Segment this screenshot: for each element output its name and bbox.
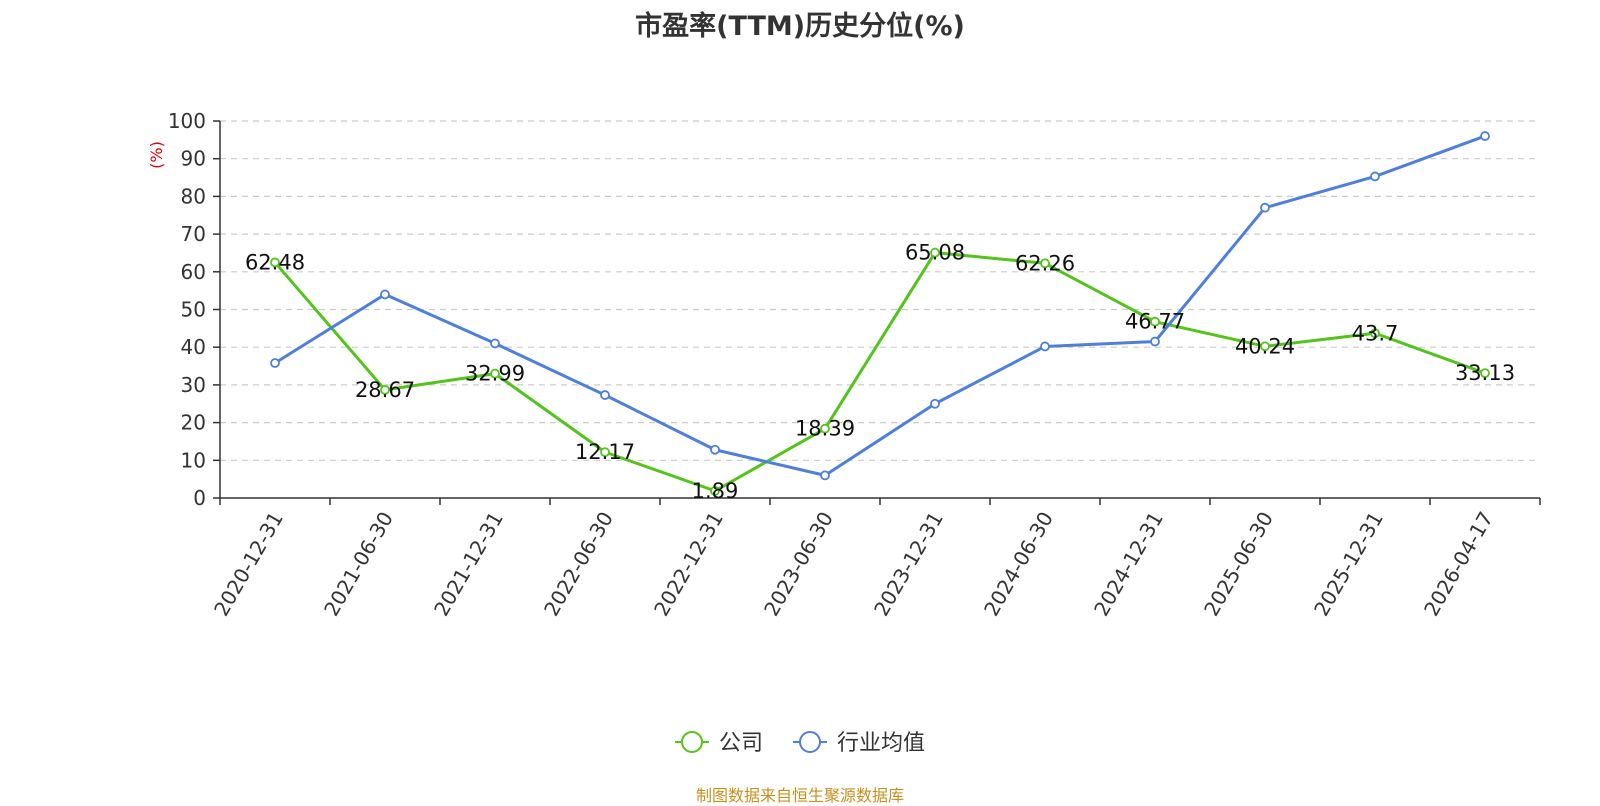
x-tick-label: 2022-12-31: [649, 508, 728, 621]
data-point[interactable]: [1040, 258, 1050, 269]
legend[interactable]: 公司 行业均值: [675, 731, 925, 756]
x-tick-label: 2022-06-30: [539, 508, 618, 621]
data-point[interactable]: [820, 423, 830, 434]
y-tick-label: 60: [181, 260, 206, 284]
legend-label: 行业均值: [837, 731, 925, 756]
data-point[interactable]: [930, 247, 940, 258]
data-label: 65.08: [905, 241, 965, 265]
data-point[interactable]: [1260, 341, 1270, 352]
y-tick-label: 50: [181, 298, 206, 322]
data-point[interactable]: [1480, 368, 1490, 378]
legend-swatch-marker: [799, 731, 821, 753]
data-point[interactable]: [1370, 328, 1380, 339]
y-tick-label: 70: [181, 222, 206, 246]
y-tick-label: 40: [181, 335, 206, 359]
data-point[interactable]: [600, 447, 610, 458]
data-point[interactable]: [930, 398, 940, 409]
x-tick-label: 2025-12-31: [1309, 508, 1388, 621]
x-tick-label: 2021-06-30: [319, 508, 398, 621]
y-tick-label: 0: [193, 486, 206, 510]
data-point[interactable]: [490, 368, 500, 379]
data-point[interactable]: [1150, 336, 1160, 347]
legend-item-1[interactable]: 公司: [675, 731, 763, 756]
data-label: 40.24: [1235, 334, 1295, 358]
data-label: 43.7: [1352, 321, 1399, 345]
series-layer: [270, 131, 1490, 496]
data-point[interactable]: [710, 444, 720, 455]
y-tick-label: 30: [181, 373, 206, 397]
x-tick-label: 2026-04-17: [1419, 508, 1498, 621]
y-tick-label: 80: [181, 184, 206, 208]
data-label: 62.48: [245, 250, 305, 274]
data-point[interactable]: [1370, 171, 1380, 182]
y-axis-label: (%): [147, 141, 166, 169]
data-point[interactable]: [270, 358, 280, 368]
chart-title: 市盈率(TTM)历史分位(%): [635, 11, 965, 42]
data-labels: 62.48 28.67 32.99 12.17 1.89 18.39 65.08 62.26 4…: [245, 241, 1515, 503]
data-label: 46.77: [1125, 310, 1185, 334]
source-note: 制图数据来自恒生聚源数据库: [695, 786, 904, 805]
data-label: 28.67: [355, 378, 415, 402]
y-tick-label: 10: [181, 448, 206, 472]
data-point[interactable]: [1480, 131, 1490, 141]
legend-label: 公司: [719, 731, 763, 756]
data-label: 12.17: [575, 440, 635, 464]
data-point[interactable]: [1150, 316, 1160, 327]
y-tick-label: 100: [168, 109, 206, 133]
data-point[interactable]: [1260, 202, 1270, 213]
data-point[interactable]: [380, 385, 390, 395]
data-label: 33.13: [1455, 361, 1515, 385]
data-point[interactable]: [710, 485, 720, 496]
data-point[interactable]: [820, 470, 830, 481]
legend-swatch-marker: [681, 731, 703, 753]
data-label: 32.99: [465, 362, 525, 386]
y-tick-label: 20: [181, 411, 206, 435]
x-tick-label: 2024-12-31: [1089, 508, 1168, 621]
x-tick-label: 2023-12-31: [869, 508, 948, 621]
x-tick-label: 2025-06-30: [1199, 508, 1278, 621]
y-tick-label: 90: [181, 147, 206, 171]
data-point[interactable]: [600, 390, 610, 400]
x-tick-label: 2024-06-30: [979, 508, 1058, 621]
legend-item-2[interactable]: 行业均值: [793, 731, 925, 756]
data-label: 62.26: [1015, 251, 1075, 275]
data-point[interactable]: [490, 338, 500, 349]
data-point[interactable]: [1040, 341, 1050, 352]
series-line-2: [274, 134, 1486, 477]
grid-lines: [220, 120, 1540, 461]
data-label: 1.89: [692, 479, 739, 503]
series-line-1: [273, 251, 1486, 493]
axes: 0 10 20 30 40 50 60 70 80 90 100 2020-12-31 2021-06-…: [168, 109, 1541, 621]
data-label: 18.39: [795, 417, 855, 441]
x-tick-label: 2021-12-31: [429, 508, 508, 621]
data-point[interactable]: [270, 257, 280, 268]
data-point[interactable]: [380, 289, 390, 300]
x-tick-label: 2020-12-31: [209, 508, 288, 621]
x-tick-label: 2023-06-30: [759, 508, 838, 621]
